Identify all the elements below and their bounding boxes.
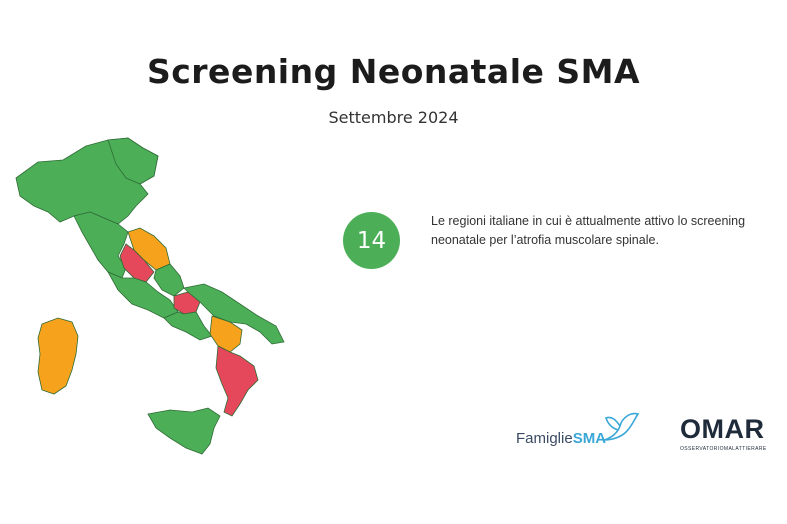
famiglie-logo-prefix: Famiglie [516, 430, 573, 447]
stat-description: Le regioni italiane in cui è attualmente… [431, 214, 746, 247]
omar-logo-text: OMAR [680, 414, 765, 444]
page-subtitle: Settembre 2024 [328, 108, 459, 127]
region-north-east [107, 137, 159, 185]
butterfly-icon [603, 412, 640, 441]
omar-logo-subtitle: OSSERVATORIOMALATTIERARE [680, 446, 767, 452]
famiglie-logo-suffix: SMA [572, 430, 607, 447]
region-basilicata [209, 315, 243, 353]
famiglie-sma-logo: FamiglieSMA [516, 410, 651, 458]
region-campania-south [163, 311, 213, 341]
omar-logo: OMAR OSSERVATORIOMALATTIERARE [680, 414, 780, 464]
region-sicilia [147, 407, 221, 455]
region-calabria [215, 345, 259, 417]
region-abruzzo [153, 263, 185, 297]
italy-map [15, 137, 285, 455]
page-title: Screening Neonatale SMA [146, 52, 641, 91]
region-puglia [183, 283, 285, 345]
region-count-badge: 14 [343, 212, 400, 269]
region-sardegna [37, 317, 79, 395]
